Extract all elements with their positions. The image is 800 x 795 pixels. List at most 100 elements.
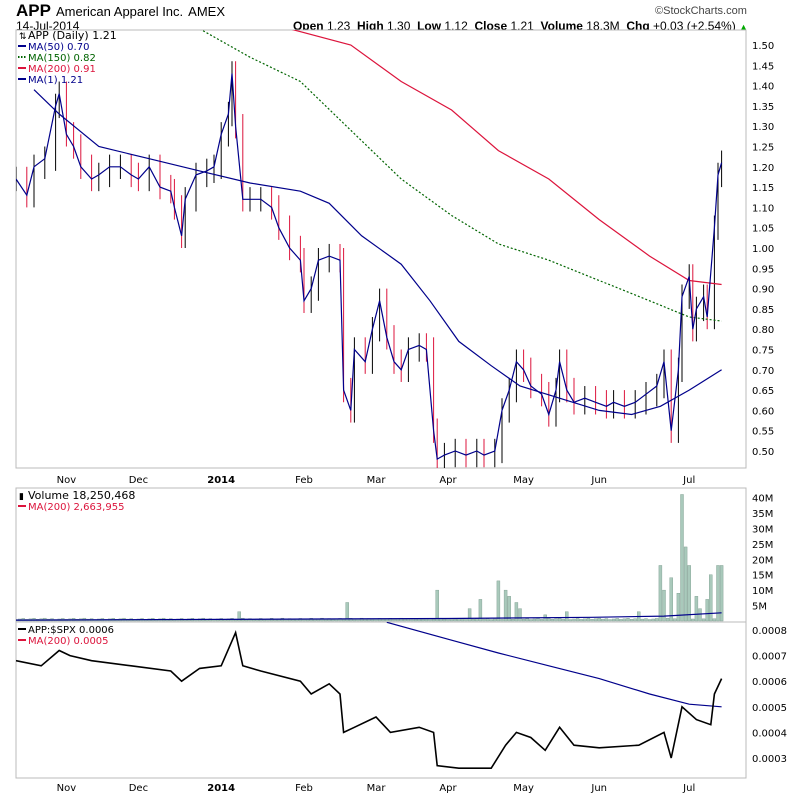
volume-bar bbox=[435, 589, 439, 622]
volume-bar bbox=[291, 619, 295, 622]
volume-bar bbox=[309, 618, 313, 622]
volume-bar bbox=[460, 619, 465, 622]
volume-bar bbox=[536, 618, 540, 622]
triangle-up-icon: ▲ bbox=[739, 22, 748, 32]
company-name: American Apparel Inc. bbox=[55, 4, 184, 19]
volume-bar bbox=[683, 546, 688, 622]
volume-tick-label: 10M bbox=[752, 586, 773, 597]
price-tick-label: 1.25 bbox=[752, 143, 774, 154]
volume-bar bbox=[478, 599, 483, 622]
volume-bar bbox=[658, 565, 663, 622]
ma150-line bbox=[200, 30, 722, 322]
volume-bar bbox=[392, 619, 396, 622]
volume-bar bbox=[665, 618, 670, 622]
ratio-tick-label: 0.0006 bbox=[752, 677, 787, 688]
price-tick-label: 0.85 bbox=[752, 305, 774, 316]
volume-legend-item: Volume 18,250,468 bbox=[28, 489, 135, 502]
month-label: Mar bbox=[367, 475, 387, 486]
volume-bar bbox=[561, 618, 565, 622]
month-label: 2014 bbox=[207, 475, 235, 486]
price-legend-item: MA(200) 0.91 bbox=[28, 64, 96, 75]
volume-tick-label: 25M bbox=[752, 540, 773, 551]
volume-bar bbox=[482, 618, 486, 622]
volume-bar bbox=[485, 618, 490, 622]
price-tick-label: 0.60 bbox=[752, 406, 774, 417]
month-label-bottom: 2014 bbox=[207, 783, 235, 794]
ratio-tick-label: 0.0007 bbox=[752, 652, 787, 663]
volume-bar bbox=[572, 618, 576, 622]
volume-bar bbox=[431, 619, 436, 622]
price-tick-label: 1.35 bbox=[752, 102, 774, 113]
price-tick-label: 0.50 bbox=[752, 447, 774, 458]
volume-bar bbox=[442, 618, 447, 622]
volume-bar bbox=[413, 618, 418, 622]
price-tick-label: 1.40 bbox=[752, 82, 774, 93]
exchange: AMEX bbox=[188, 4, 225, 19]
volume-bar bbox=[403, 618, 407, 622]
volume-bar bbox=[608, 619, 612, 622]
volume-bar bbox=[673, 618, 677, 622]
volume-bar bbox=[237, 611, 241, 622]
month-label-bottom: Jun bbox=[590, 783, 607, 794]
volume-tick-label: 5M bbox=[752, 602, 767, 613]
month-label-bottom: Feb bbox=[295, 783, 313, 794]
price-tick-label: 0.55 bbox=[752, 427, 774, 438]
price-legend-item: MA(150) 0.82 bbox=[28, 53, 96, 64]
volume-bar bbox=[449, 619, 454, 622]
volume-bar bbox=[644, 618, 648, 622]
volume-bar bbox=[464, 618, 468, 622]
volume-bar bbox=[579, 619, 583, 622]
volume-bar bbox=[626, 618, 630, 622]
volume-bar bbox=[320, 617, 324, 622]
volume-bar bbox=[691, 618, 695, 622]
volume-bar bbox=[410, 619, 414, 622]
volume-bar bbox=[593, 618, 598, 622]
volume-panel bbox=[15, 487, 747, 623]
volume-bar bbox=[503, 589, 508, 622]
volume-bar bbox=[539, 619, 544, 622]
month-label: Apr bbox=[439, 475, 457, 486]
ma50-line bbox=[33, 89, 722, 416]
volume-bar bbox=[701, 618, 706, 622]
month-label: Dec bbox=[129, 475, 148, 486]
volume-bar bbox=[467, 608, 472, 622]
price-tick-label: 1.10 bbox=[752, 203, 774, 214]
volume-bar bbox=[525, 618, 529, 622]
price-tick-label: 0.65 bbox=[752, 386, 774, 397]
volume-bar bbox=[622, 618, 627, 622]
volume-bar bbox=[615, 618, 619, 622]
volume-tick-label: 15M bbox=[752, 571, 773, 582]
volume-bar bbox=[601, 618, 605, 622]
price-tick-label: 0.70 bbox=[752, 366, 774, 377]
price-tick-label: 1.45 bbox=[752, 61, 774, 72]
month-label-bottom: Dec bbox=[129, 783, 148, 794]
price-tick-label: 1.00 bbox=[752, 244, 774, 255]
volume-bar bbox=[712, 618, 717, 622]
volume-bar bbox=[529, 619, 533, 622]
month-label: Jul bbox=[682, 475, 695, 486]
ratio-ma200-line bbox=[386, 622, 722, 708]
month-label-bottom: Apr bbox=[439, 783, 457, 794]
price-tick-label: 0.95 bbox=[752, 264, 774, 275]
volume-tick-label: 40M bbox=[752, 494, 773, 505]
volume-bar bbox=[565, 611, 569, 622]
volume-bar bbox=[698, 608, 702, 622]
volume-bar bbox=[651, 618, 655, 622]
price-legend-item: MA(50) 0.70 bbox=[28, 42, 89, 53]
ratio-tick-label: 0.0004 bbox=[752, 728, 787, 739]
volume-bar bbox=[557, 617, 562, 622]
volume-bar bbox=[493, 618, 497, 622]
volume-tick-label: 30M bbox=[752, 524, 773, 535]
volume-tick-label: 20M bbox=[752, 555, 773, 566]
volume-bar bbox=[511, 619, 515, 622]
volume-bar bbox=[359, 617, 364, 622]
volume-bar bbox=[586, 618, 591, 622]
volume-bar bbox=[514, 602, 519, 622]
volume-bar bbox=[619, 619, 623, 622]
ratio-tick-label: 0.0003 bbox=[752, 754, 787, 765]
volume-bar bbox=[471, 619, 475, 622]
price-tick-label: 1.05 bbox=[752, 224, 774, 235]
volume-bar bbox=[532, 618, 537, 622]
copyright: ©StockCharts.com bbox=[655, 5, 747, 17]
